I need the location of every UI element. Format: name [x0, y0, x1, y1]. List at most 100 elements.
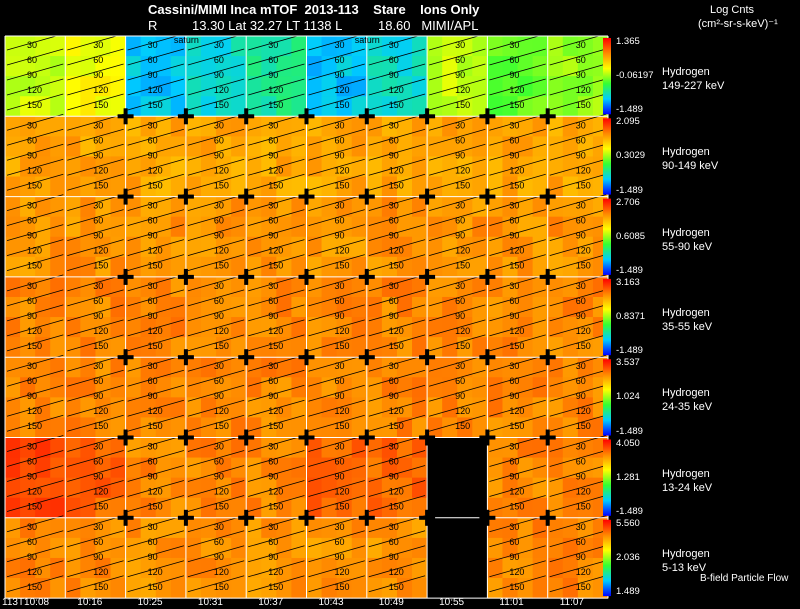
pitch-angle-label: 30 — [93, 40, 103, 50]
heatmap-cell — [50, 557, 66, 579]
heatmap-cell — [65, 397, 81, 418]
heatmap-cell — [457, 216, 473, 238]
pitch-angle-contour — [187, 575, 245, 593]
heatmap-cell — [532, 497, 549, 519]
pitch-angle-contour — [6, 480, 64, 497]
heatmap-cell — [427, 417, 443, 438]
heatmap-cell — [95, 377, 112, 398]
pitch-angle-label: 150 — [93, 100, 108, 110]
heatmap-cell — [472, 136, 488, 157]
pitch-angle-label: 90 — [509, 150, 519, 160]
pitch-angle-label: 150 — [389, 421, 404, 431]
pitch-angle-label: 60 — [93, 55, 103, 65]
heatmap-cell — [246, 397, 262, 418]
heatmap-cell — [412, 296, 428, 318]
heatmap-cell — [155, 236, 172, 258]
heatmap-cell — [246, 196, 262, 218]
pitch-angle-contour — [67, 254, 124, 271]
pitch-angle-label: 120 — [214, 406, 229, 416]
heatmap-cell — [140, 457, 157, 479]
heatmap-cell — [110, 377, 127, 398]
heatmap-cell — [562, 437, 579, 459]
pitch-angle-label: 90 — [335, 70, 345, 80]
pitch-angle-label: 150 — [214, 100, 229, 110]
pitch-angle-contour — [248, 93, 305, 111]
heatmap-cell — [336, 296, 353, 318]
pitch-angle-contour — [67, 495, 124, 512]
pitch-angle-contour — [67, 480, 124, 497]
heatmap-cell — [427, 357, 443, 378]
pitch-angle-label: 60 — [148, 216, 158, 226]
heatmap-cell — [306, 276, 323, 298]
heatmap-cell — [291, 176, 307, 198]
pitch-angle-label: 120 — [576, 487, 591, 497]
heatmap-cell — [427, 176, 443, 198]
pitch-angle-contour — [549, 239, 607, 256]
heatmap-cell — [110, 236, 127, 258]
units-label: (cm²-sr-s-keV)⁻¹ — [698, 18, 778, 30]
pitch-angle-contour — [308, 93, 365, 111]
colorbar-mid: 0.8371 — [616, 311, 646, 323]
cross-marker — [183, 268, 188, 285]
heatmap-cell — [35, 56, 51, 77]
pitch-angle-label: 90 — [455, 311, 465, 321]
heatmap-cell — [20, 537, 36, 559]
pitch-angle-contour — [308, 78, 365, 96]
heatmap-cell — [321, 276, 338, 298]
cross-marker — [123, 349, 128, 366]
heatmap-cell — [487, 76, 503, 97]
heatmap-cell — [155, 337, 172, 358]
heatmap-cell — [412, 337, 428, 358]
heatmap-cell — [261, 397, 277, 418]
pitch-angle-label: 60 — [389, 376, 399, 386]
pitch-angle-contour — [489, 158, 546, 176]
heatmap-cell — [306, 116, 323, 137]
pitch-angle-contour — [489, 239, 546, 256]
pitch-angle-label: 150 — [576, 261, 591, 271]
pitch-angle-label: 90 — [268, 231, 278, 241]
heatmap-cell — [20, 116, 36, 137]
pitch-angle-contour — [489, 450, 546, 467]
pitch-angle-contour — [187, 63, 245, 81]
pitch-angle-label: 120 — [576, 326, 591, 336]
pitch-angle-contour — [187, 93, 245, 111]
pitch-angle-label: 60 — [509, 376, 519, 386]
heatmap-cell — [185, 397, 202, 418]
pitch-angle-contour — [489, 63, 546, 81]
heatmap-cell — [381, 176, 398, 198]
heatmap-cell — [261, 417, 277, 438]
heatmap-cell — [155, 537, 172, 559]
pitch-angle-label: 60 — [148, 537, 158, 547]
heatmap-cell — [50, 477, 66, 499]
heatmap-cell — [412, 216, 428, 238]
heatmap-cell — [306, 317, 323, 338]
pitch-angle-contour — [489, 254, 546, 271]
heatmap-cell — [246, 216, 262, 238]
heatmap-cell — [336, 557, 353, 579]
heatmap-cell — [291, 557, 307, 579]
heatmap-cell — [65, 497, 81, 519]
pitch-angle-contour — [248, 399, 305, 417]
heatmap-cell — [412, 457, 428, 479]
pitch-angle-label: 150 — [27, 180, 42, 190]
heatmap-cell — [155, 136, 172, 157]
cross-marker — [364, 108, 369, 125]
heatmap-cell — [577, 317, 594, 338]
pitch-angle-label: 60 — [335, 537, 345, 547]
heatmap-cell — [562, 56, 579, 77]
pitch-angle-label: 30 — [335, 120, 345, 130]
pitch-angle-label: 60 — [27, 376, 37, 386]
pitch-angle-contour — [368, 128, 426, 146]
heatmap-cell — [80, 276, 96, 298]
pitch-angle-contour — [549, 414, 607, 432]
pitch-angle-contour — [428, 384, 486, 402]
heatmap-cell — [200, 236, 217, 258]
pitch-angle-contour — [6, 224, 64, 241]
heatmap-cell — [321, 76, 338, 97]
pitch-angle-label: 60 — [509, 135, 519, 145]
cross-marker — [545, 429, 550, 446]
heatmap-cell — [427, 377, 443, 398]
pitch-angle-contour — [187, 33, 245, 51]
pitch-angle-contour — [428, 209, 486, 226]
heatmap-cell — [125, 296, 142, 318]
